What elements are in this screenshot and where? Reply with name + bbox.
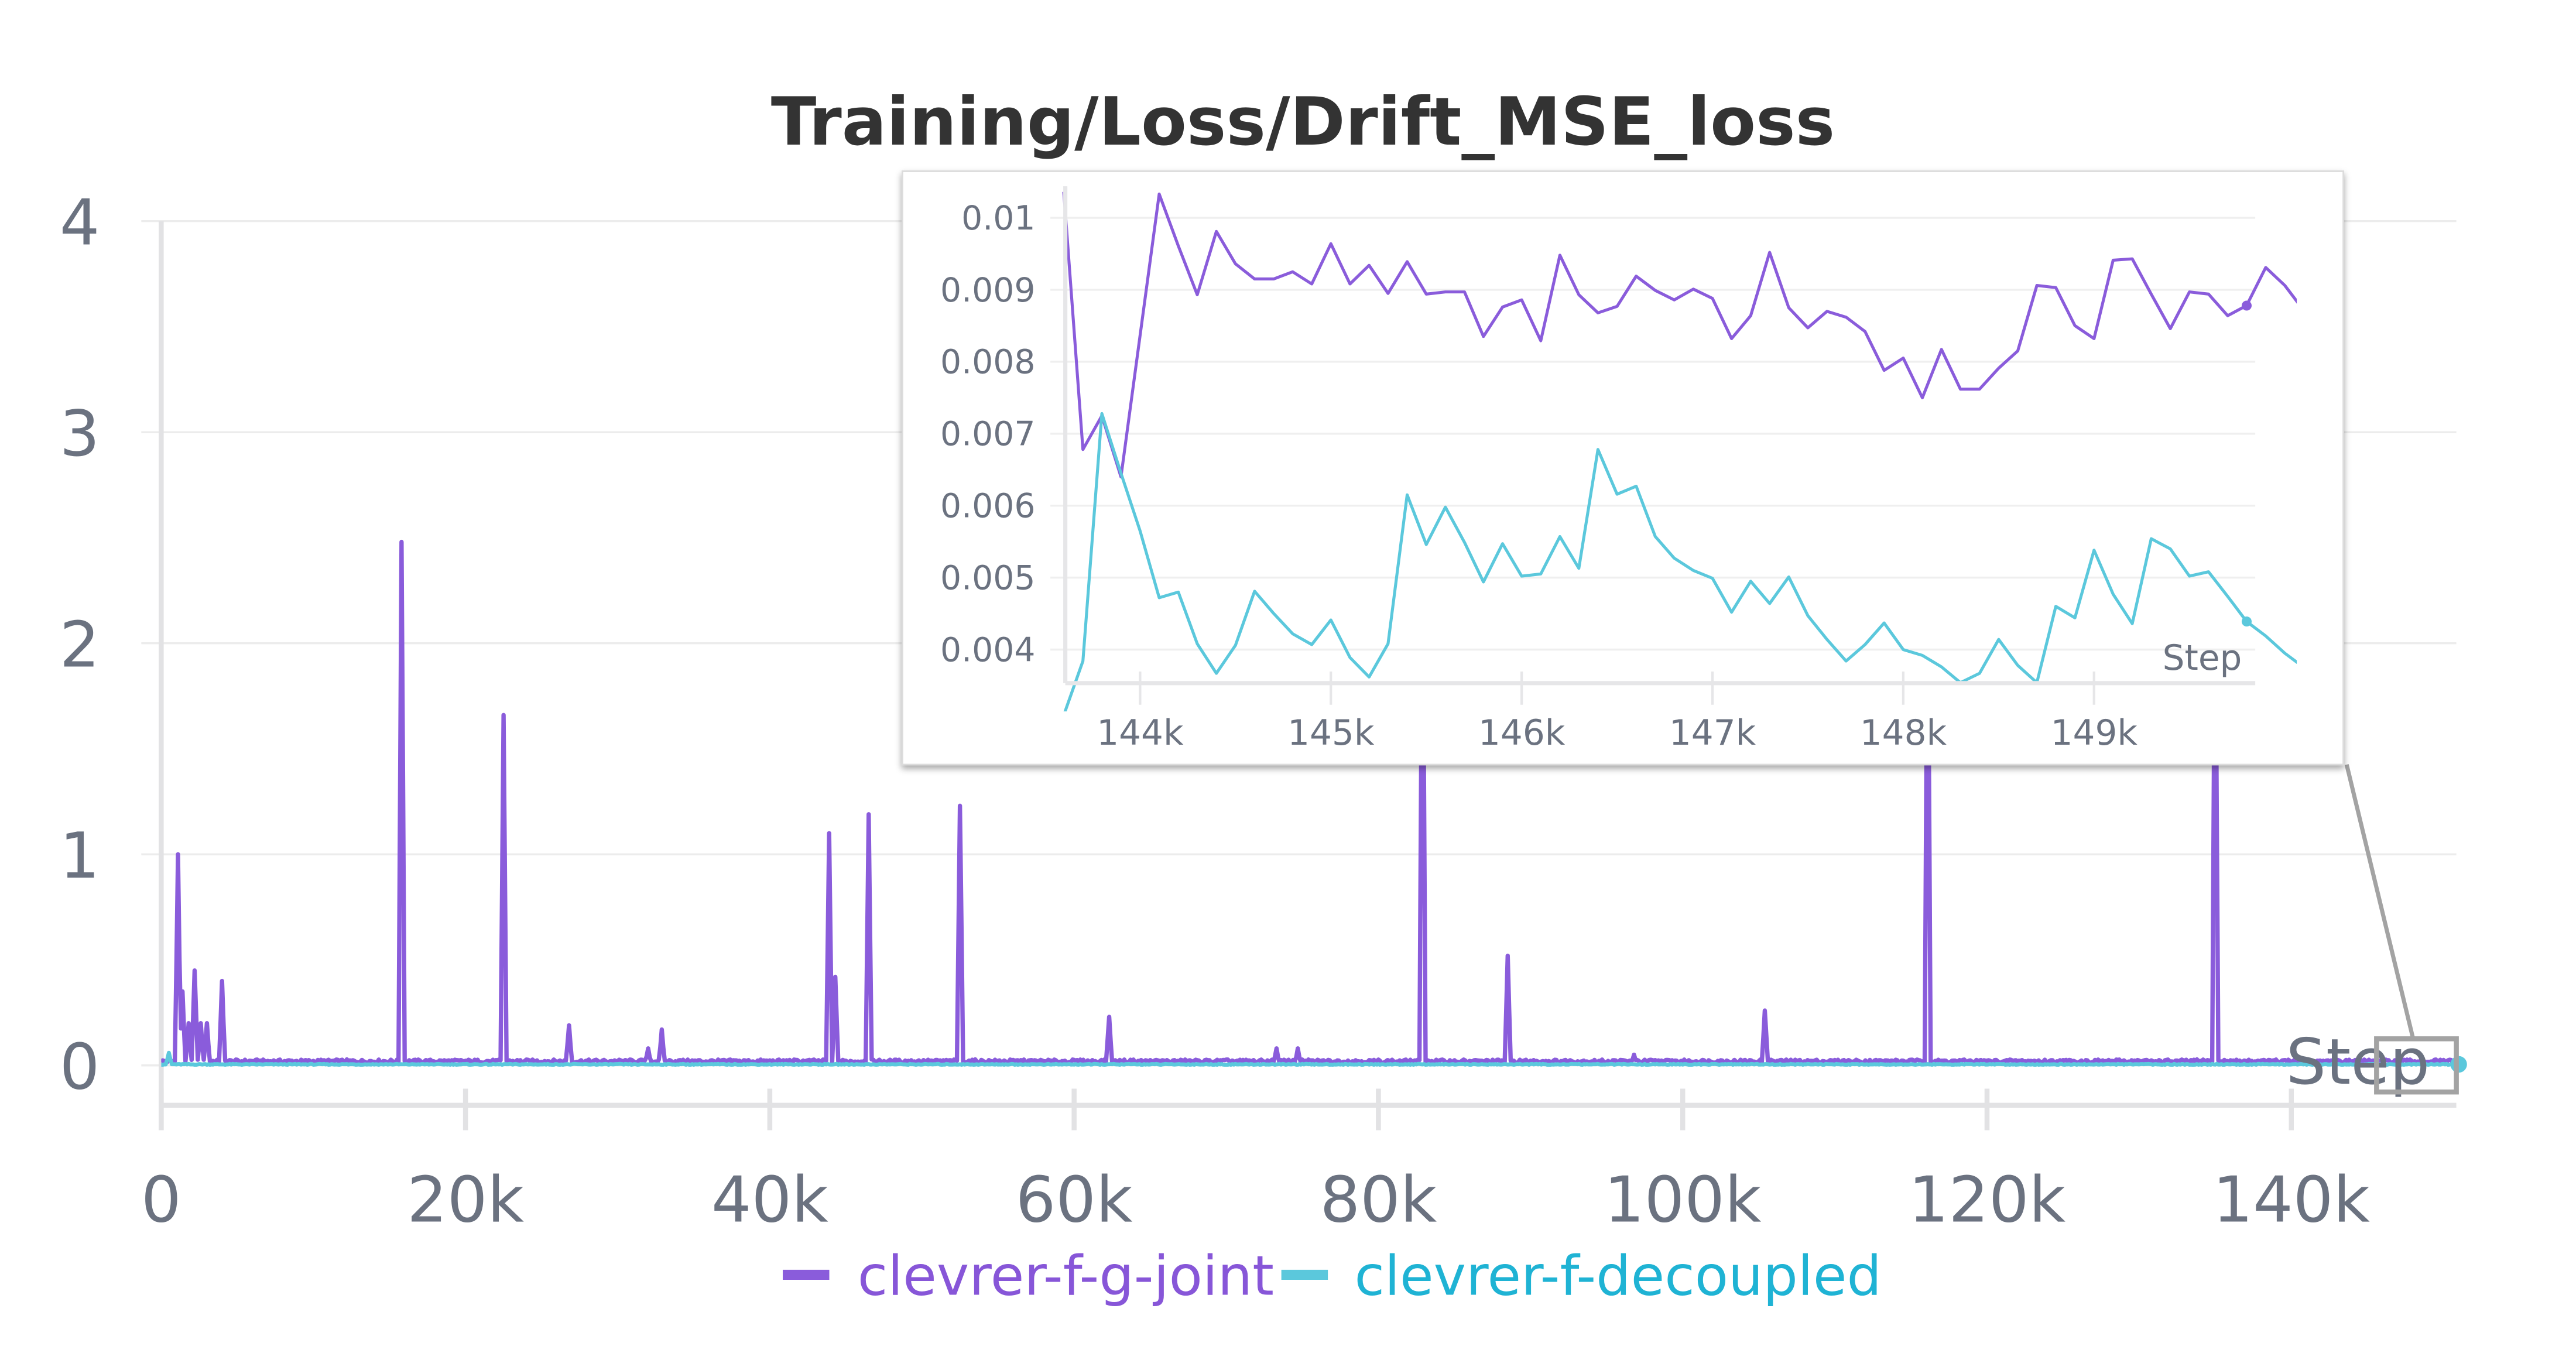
inset-series-marker xyxy=(2241,300,2252,311)
x-tick-label: 140k xyxy=(2213,1164,2371,1237)
y-tick-label: 1 xyxy=(60,820,100,893)
inset-x-tick-label: 146k xyxy=(1478,713,1566,753)
inset-x-tick-label: 149k xyxy=(2051,713,2138,753)
inset-y-tick-label: 0.008 xyxy=(940,343,1036,382)
legend-item-clevrer-f-decoupled[interactable]: clevrer-f-decoupled xyxy=(1281,1245,1882,1309)
inset-x-axis-label: Step xyxy=(2163,638,2242,679)
chart-title: Training/Loss/Drift_MSE_loss xyxy=(771,83,1835,160)
inset-y-tick-label: 0.007 xyxy=(940,415,1036,454)
y-tick-label: 4 xyxy=(60,186,100,259)
zoom-region-box[interactable] xyxy=(2374,1036,2459,1095)
inset-y-tick-label: 0.006 xyxy=(940,487,1036,526)
zoom-connector xyxy=(2344,764,2416,1040)
legend-label: clevrer-f-g-joint xyxy=(858,1245,1274,1309)
inset-x-tick-label: 145k xyxy=(1287,713,1375,753)
x-tick-label: 100k xyxy=(1604,1164,1762,1237)
inset-series-line-clevrer-f-decoupled xyxy=(1063,412,2297,712)
x-tick-label: 20k xyxy=(407,1164,524,1237)
legend: clevrer-f-g-joint clevrer-f-decoupled xyxy=(783,1245,1882,1309)
x-tick-label: 120k xyxy=(1909,1164,2066,1237)
y-tick-label: 2 xyxy=(60,608,100,681)
inset-y-tick-label: 0.01 xyxy=(961,199,1035,238)
inset-y-tick-label: 0.009 xyxy=(940,271,1036,310)
zoom-inset: 0.01 0.009 0.008 0.007 0.006 0.005 0.004 144k 14… xyxy=(901,170,2344,766)
inset-y-tick-label: 0.005 xyxy=(940,559,1036,597)
legend-label: clevrer-f-decoupled xyxy=(1355,1245,1882,1309)
inset-x-tick-label: 144k xyxy=(1097,713,1184,753)
x-tick-label: 40k xyxy=(711,1164,828,1237)
x-tick-label: 60k xyxy=(1016,1164,1133,1237)
x-tick-label: 80k xyxy=(1320,1164,1437,1237)
inset-series-line-clevrer-f-g-joint xyxy=(1062,191,2297,479)
inset-series-marker xyxy=(2241,616,2252,627)
inset-x-tick-label: 148k xyxy=(1860,713,1947,753)
y-tick-label: 3 xyxy=(60,398,100,471)
inset-x-tick-label: 147k xyxy=(1669,713,1756,753)
x-tick-label: 0 xyxy=(141,1164,181,1237)
legend-item-clevrer-f-g-joint[interactable]: clevrer-f-g-joint xyxy=(783,1245,1274,1309)
series-line-clevrer-f-decoupled xyxy=(161,1050,2459,1067)
y-tick-label: 0 xyxy=(60,1031,100,1104)
series-line-clevrer-f-g-joint xyxy=(161,535,2460,1066)
inset-y-tick-label: 0.004 xyxy=(940,631,1036,669)
inset-frame xyxy=(901,170,2344,766)
